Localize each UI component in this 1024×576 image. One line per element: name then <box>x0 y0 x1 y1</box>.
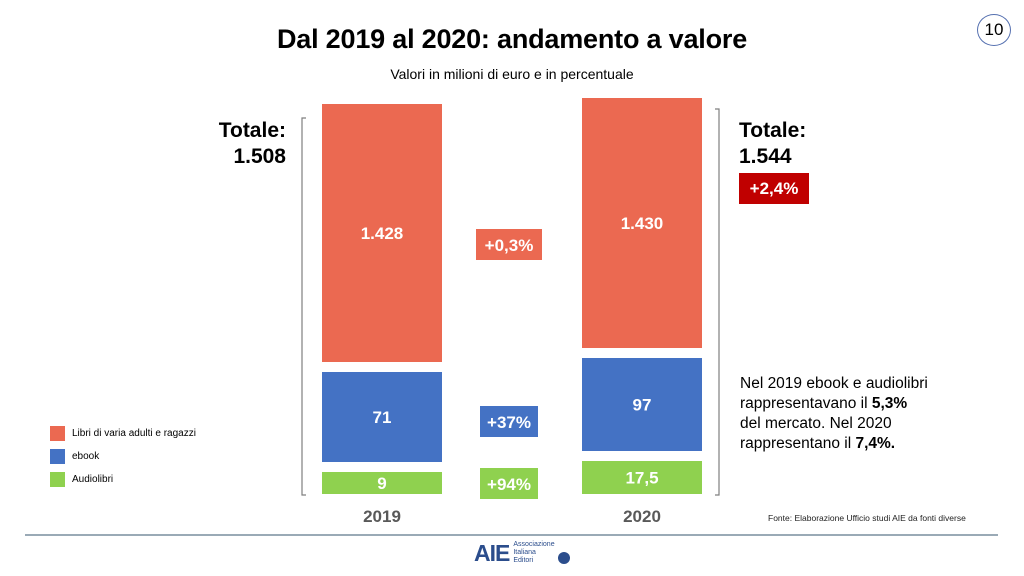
category-labels: 2019 2020 <box>363 507 661 526</box>
share-note: Nel 2019 ebook e audiolibri rappresentav… <box>740 374 928 454</box>
bar-label-varia-2020: 1.430 <box>621 214 664 233</box>
note-text: rappresentavano il <box>740 395 872 412</box>
note-line: rappresentavano il 5,3% <box>740 394 928 414</box>
legend-label: Audiolibri <box>72 474 114 485</box>
total-2019: Totale: 1.508 <box>190 118 286 170</box>
bar-varia-2019 <box>322 104 442 362</box>
total-2020: Totale: 1.544 <box>739 118 806 170</box>
bar-label-audio-2019: 9 <box>377 474 386 493</box>
note-text: rappresentano il <box>740 435 856 452</box>
category-label-2020: 2020 <box>623 507 661 526</box>
change-label-audio: +94% <box>487 475 531 494</box>
category-label-2019: 2019 <box>363 507 401 526</box>
logo-mark: AIE <box>474 540 510 566</box>
note-line: Nel 2019 ebook e audiolibri <box>740 375 928 392</box>
legend-swatch-audio <box>50 472 65 487</box>
source-note: Fonte: Elaborazione Ufficio studi AIE da… <box>768 513 966 523</box>
total-bracket-2019 <box>301 117 306 496</box>
logo-text-line: Editori <box>513 557 534 564</box>
page-number-badge: 10 <box>977 14 1011 46</box>
legend-label: Libri di varia adulti e ragazzi <box>72 428 196 439</box>
logo-text: Associazione Italiana Editori <box>513 541 554 565</box>
total-2020-label: Totale: <box>739 119 807 142</box>
legend-swatch-ebook <box>50 449 65 464</box>
slide-subtitle: Valori in milioni di euro e in percentua… <box>390 66 634 82</box>
change-badge-audio <box>480 468 538 499</box>
bar-label-audio-2020: 17,5 <box>625 469 658 488</box>
change-badges: +94% +37% +0,3% <box>476 229 542 499</box>
legend-item-audio: Audiolibri <box>50 468 196 491</box>
change-badge-varia <box>476 229 542 260</box>
legend-item-varia: Libri di varia adulti e ragazzi <box>50 422 196 445</box>
note-highlight-2020: 7,4%. <box>855 435 896 452</box>
legend: Libri di varia adulti e ragazzi ebook Au… <box>50 422 196 491</box>
bar-audio-2020 <box>582 461 702 494</box>
change-label-varia: +0,3% <box>485 236 534 255</box>
total-brackets <box>301 108 720 496</box>
total-2019-value: 1.508 <box>233 145 286 168</box>
logo-text-line: Italiana <box>513 549 536 556</box>
footer-divider <box>25 534 998 536</box>
bar-audio-2019 <box>322 472 442 494</box>
total-change-badge: +2,4% <box>739 173 809 204</box>
change-badge-ebook <box>480 406 538 437</box>
slide-title: Dal 2019 al 2020: andamento a valore <box>276 24 748 54</box>
bar-varia-2020 <box>582 98 702 348</box>
aie-logo: AIE Associazione Italiana Editori <box>474 541 570 565</box>
note-highlight-2019: 5,3% <box>871 395 908 412</box>
bar-ebook-2020 <box>582 358 702 451</box>
bar-ebook-2019 <box>322 372 442 462</box>
total-2020-value: 1.544 <box>739 145 792 168</box>
legend-label: ebook <box>72 451 100 462</box>
note-line: del mercato. Nel 2020 <box>740 415 892 432</box>
note-line: rappresentano il 7,4%. <box>740 434 928 454</box>
total-2019-label: Totale: <box>218 119 286 142</box>
total-bracket-2020 <box>715 108 720 496</box>
bar-label-varia-2019: 1.428 <box>361 224 404 243</box>
logo-seal-icon <box>557 552 570 564</box>
bars: 9 71 1.428 17,5 97 1.430 <box>322 98 702 494</box>
legend-swatch-varia <box>50 426 65 441</box>
bar-label-ebook-2020: 97 <box>633 396 652 415</box>
legend-item-ebook: ebook <box>50 445 196 468</box>
bar-label-ebook-2019: 71 <box>373 408 392 427</box>
change-label-ebook: +37% <box>487 413 531 432</box>
logo-text-line: Associazione <box>513 541 555 548</box>
